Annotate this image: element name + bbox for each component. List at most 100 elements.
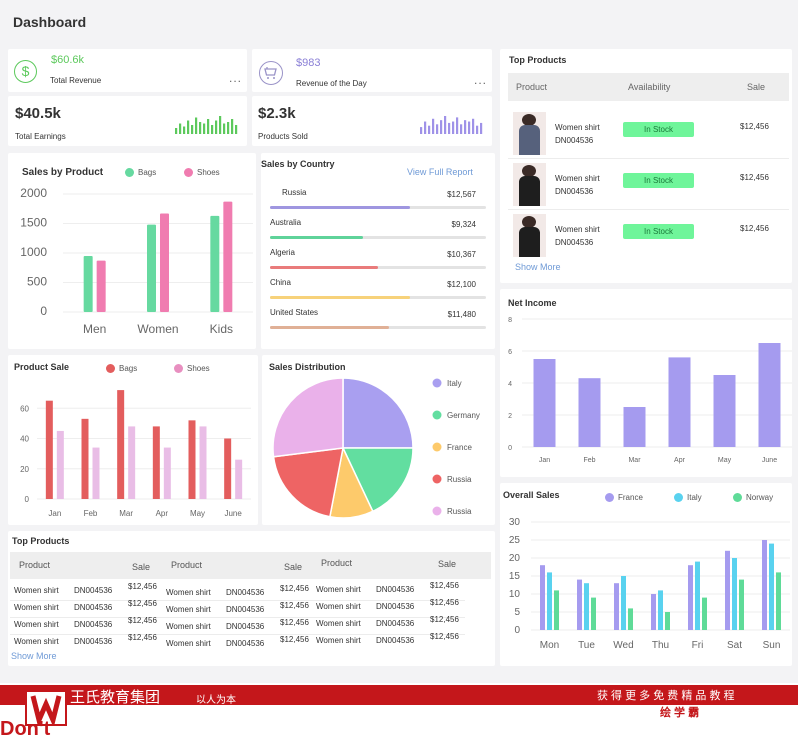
products-sold-value: $2.3k xyxy=(258,105,296,122)
x-tick-label: May xyxy=(718,457,732,464)
legend-shoes: Shoes xyxy=(184,168,220,177)
product-name: Women shirt xyxy=(555,174,600,183)
top-products-bottom-card: Top Products Product Sale Product Sale Produ… xyxy=(8,531,495,666)
sales-by-product-chart: 0 500 1000 1500 2000 Men Women Kids xyxy=(20,186,253,336)
legend-label: Bags xyxy=(119,364,138,373)
country-progress-track xyxy=(270,206,486,209)
y-tick-label: 8 xyxy=(508,317,512,324)
legend-label: Norway xyxy=(746,493,774,502)
sparkline-bar xyxy=(448,122,451,134)
bar xyxy=(540,565,545,630)
row-product-name: Women shirt xyxy=(14,603,59,612)
thumbnail-head xyxy=(522,114,536,126)
row-divider xyxy=(508,209,789,210)
product-code: DN004536 xyxy=(555,136,594,145)
sparkline-bar xyxy=(476,125,479,134)
x-tick-label: June xyxy=(224,509,242,518)
thumbnail-body xyxy=(519,176,540,206)
more-options-icon[interactable]: ... xyxy=(229,71,243,85)
row-product-code: DN004536 xyxy=(376,585,415,594)
show-more-link[interactable]: Show More xyxy=(515,262,561,272)
total-earnings-sparkline xyxy=(175,116,238,134)
bar xyxy=(128,426,136,499)
card-title: Sales Distribution xyxy=(269,362,346,372)
row-sale: $12,456 xyxy=(430,632,459,641)
row-product-code: DN004536 xyxy=(74,620,113,629)
thumbnail-head xyxy=(522,216,536,228)
sparkline-bar xyxy=(175,128,178,134)
x-tick-label: Sat xyxy=(727,640,742,651)
bar xyxy=(223,201,233,312)
country-name: Australia xyxy=(270,218,302,227)
legend-swatch xyxy=(733,493,742,502)
row-divider xyxy=(10,634,465,635)
x-tick-label: Feb xyxy=(583,457,595,464)
show-more-link[interactable]: Show More xyxy=(11,651,57,661)
view-full-report-link[interactable]: View Full Report xyxy=(407,167,473,177)
stock-badge: In Stock xyxy=(623,173,694,188)
bar xyxy=(199,426,207,499)
legend-swatch xyxy=(432,506,442,516)
legend-swatch xyxy=(106,364,115,373)
product-sale-chart: 0 20 40 60 Jan Feb Mar Apr May June xyxy=(20,390,251,518)
bar xyxy=(45,400,53,499)
page-title: Dashboard xyxy=(13,14,87,30)
legend-bags: Bags xyxy=(106,364,137,373)
x-tick-label: Men xyxy=(83,322,106,336)
card-title: Product Sale xyxy=(14,362,70,372)
product-thumbnail xyxy=(513,163,546,206)
country-progress-track xyxy=(270,236,486,239)
row-product-code: DN004536 xyxy=(226,639,265,648)
y-tick-label: 25 xyxy=(509,535,521,546)
sparkline-bar xyxy=(480,122,483,134)
row-product-code: DN004536 xyxy=(74,603,113,612)
pie-slice xyxy=(342,377,414,449)
column-header-product: Product xyxy=(321,558,353,568)
row-product-name: Women shirt xyxy=(316,636,361,645)
product-sale: $12,456 xyxy=(740,173,769,182)
x-tick-label: Apr xyxy=(156,509,169,518)
sparkline-bar xyxy=(436,124,439,134)
legend-label: Bags xyxy=(138,168,157,177)
bar xyxy=(614,583,619,630)
y-tick-label: 0 xyxy=(508,445,512,452)
product-sale-card: Product Sale Bags Shoes 0 20 40 60 Jan Feb Mar… xyxy=(8,355,258,525)
x-tick-label: Jan xyxy=(48,509,61,518)
column-header-sale: Sale xyxy=(284,562,303,572)
row-sale: $12,456 xyxy=(430,615,459,624)
legend-label: Italy xyxy=(687,493,702,502)
row-sale: $12,456 xyxy=(280,635,309,644)
legend-label: France xyxy=(618,493,643,502)
pie-slice xyxy=(272,377,344,458)
bar xyxy=(762,540,767,630)
y-tick-label: 30 xyxy=(509,517,521,528)
product-sale: $12,456 xyxy=(740,122,769,131)
more-options-icon[interactable]: ... xyxy=(474,73,488,87)
net-income-card: Net Income 0 2 4 6 8 Jan Feb Mar Apr May June xyxy=(500,289,792,477)
country-progress-fill xyxy=(270,236,363,239)
bar xyxy=(623,407,646,447)
sparkline-bar xyxy=(199,122,202,134)
total-earnings-card: $40.5k Total Earnings xyxy=(8,96,247,146)
row-sale: $12,456 xyxy=(430,598,459,607)
legend-label: Germany xyxy=(447,411,480,420)
legend-italy: Italy xyxy=(674,493,702,502)
legend-label: Russia xyxy=(447,475,472,484)
thumbnail-head xyxy=(522,165,536,177)
products-sold-label: Products Sold xyxy=(258,132,308,141)
y-tick-label: 60 xyxy=(20,404,29,413)
row-sale: $12,456 xyxy=(280,618,309,627)
y-tick-label: 10 xyxy=(509,589,521,600)
country-progress-track xyxy=(270,266,486,269)
footer-logo xyxy=(25,690,67,728)
legend-swatch xyxy=(432,474,442,484)
country-progress-fill xyxy=(270,206,411,209)
product-thumbnail xyxy=(513,214,546,257)
sparkline-bar xyxy=(231,119,234,134)
x-tick-label: Women xyxy=(137,322,178,336)
bar xyxy=(732,558,737,630)
row-sale: $12,456 xyxy=(280,601,309,610)
bar xyxy=(695,561,700,630)
bar xyxy=(210,215,220,312)
bar xyxy=(725,550,730,630)
